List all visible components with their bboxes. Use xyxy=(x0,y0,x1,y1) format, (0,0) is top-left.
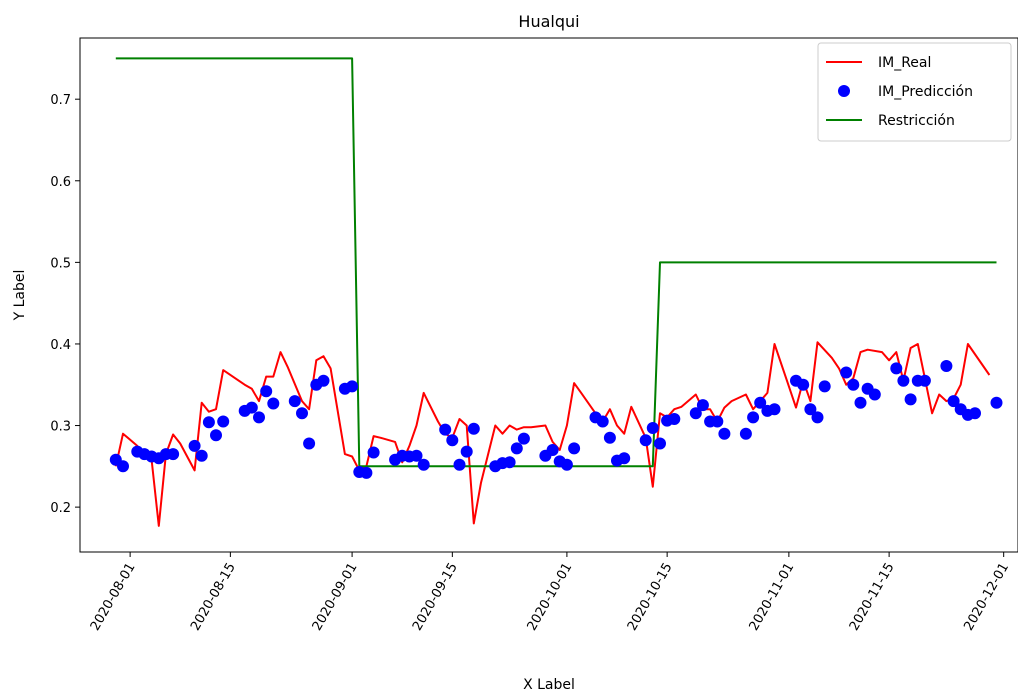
legend-box xyxy=(817,42,1012,142)
data-point xyxy=(804,403,817,416)
data-point xyxy=(453,458,466,471)
data-point xyxy=(360,466,373,479)
data-point xyxy=(210,429,222,442)
data-point xyxy=(267,397,280,410)
data-point xyxy=(202,416,215,429)
data-point xyxy=(417,458,430,471)
data-point xyxy=(811,411,824,424)
x-axis-label: X Label xyxy=(523,677,575,693)
data-point xyxy=(718,427,731,440)
data-point xyxy=(696,399,709,412)
data-point xyxy=(969,407,981,420)
data-point xyxy=(446,434,459,447)
data-point xyxy=(668,413,681,425)
data-point xyxy=(517,432,530,445)
data-point xyxy=(747,411,760,424)
data-point xyxy=(439,423,452,436)
data-point xyxy=(739,427,752,440)
data-point xyxy=(711,415,724,428)
legend-label: IM_Real xyxy=(878,55,931,71)
data-point xyxy=(503,456,516,469)
data-point xyxy=(646,422,659,434)
data-point xyxy=(618,452,631,465)
data-point xyxy=(568,442,581,455)
data-point xyxy=(897,374,910,387)
data-point xyxy=(467,422,480,435)
data-point xyxy=(303,437,316,450)
y-tick-label: 0.5 xyxy=(50,256,71,271)
series-line-im-real xyxy=(114,341,991,527)
data-point xyxy=(854,396,867,409)
data-point xyxy=(346,380,359,393)
legend: IM_Real IM_Predicción Restricción xyxy=(817,42,1012,142)
data-point xyxy=(990,396,1003,409)
y-tick-label: 0.6 xyxy=(50,175,71,190)
series-points-layer xyxy=(109,360,1003,479)
legend-entry: IM_Real xyxy=(826,55,931,71)
data-point xyxy=(560,458,573,471)
y-tick-label: 0.4 xyxy=(50,338,71,353)
data-point xyxy=(188,439,201,452)
data-point xyxy=(818,380,831,393)
data-point xyxy=(253,411,265,424)
y-tick-label: 0.7 xyxy=(50,93,71,108)
y-axis-label: Y Label xyxy=(12,270,28,322)
data-point xyxy=(596,415,609,428)
data-point xyxy=(460,445,473,458)
data-point xyxy=(868,388,881,401)
data-point xyxy=(918,374,931,387)
data-point xyxy=(847,378,860,391)
data-point xyxy=(167,448,180,461)
data-point xyxy=(940,360,953,372)
legend-entry: IM_Predicción xyxy=(838,84,973,100)
data-point xyxy=(367,446,380,459)
data-point xyxy=(797,378,810,391)
legend-entry: Restricción xyxy=(826,113,955,129)
data-point xyxy=(904,393,917,406)
y-tick-label: 0.3 xyxy=(50,420,71,435)
data-point xyxy=(317,374,330,387)
data-point xyxy=(117,460,129,473)
legend-marker-swatch xyxy=(838,85,850,97)
data-point xyxy=(260,385,273,398)
legend-label: IM_Predicción xyxy=(878,84,973,100)
data-point xyxy=(296,407,308,420)
data-point xyxy=(639,434,652,447)
data-point xyxy=(245,401,258,414)
data-point xyxy=(217,415,230,428)
data-point xyxy=(654,437,666,450)
data-point xyxy=(546,444,559,456)
data-point xyxy=(410,449,423,462)
chart-title: Hualqui xyxy=(518,12,579,31)
data-point xyxy=(768,403,781,416)
data-point xyxy=(603,431,616,444)
data-point xyxy=(689,407,702,420)
y-tick-label: 0.2 xyxy=(50,501,71,516)
data-point xyxy=(754,396,767,409)
plot-frame xyxy=(79,37,1018,553)
data-point xyxy=(195,449,208,462)
data-point xyxy=(510,442,523,455)
data-point xyxy=(947,395,960,408)
y-axis: 0.2 0.3 0.4 0.5 0.6 0.7 xyxy=(50,93,80,516)
data-point xyxy=(288,395,301,408)
data-point xyxy=(840,366,853,379)
data-point xyxy=(890,362,903,375)
legend-label: Restricción xyxy=(878,113,955,129)
